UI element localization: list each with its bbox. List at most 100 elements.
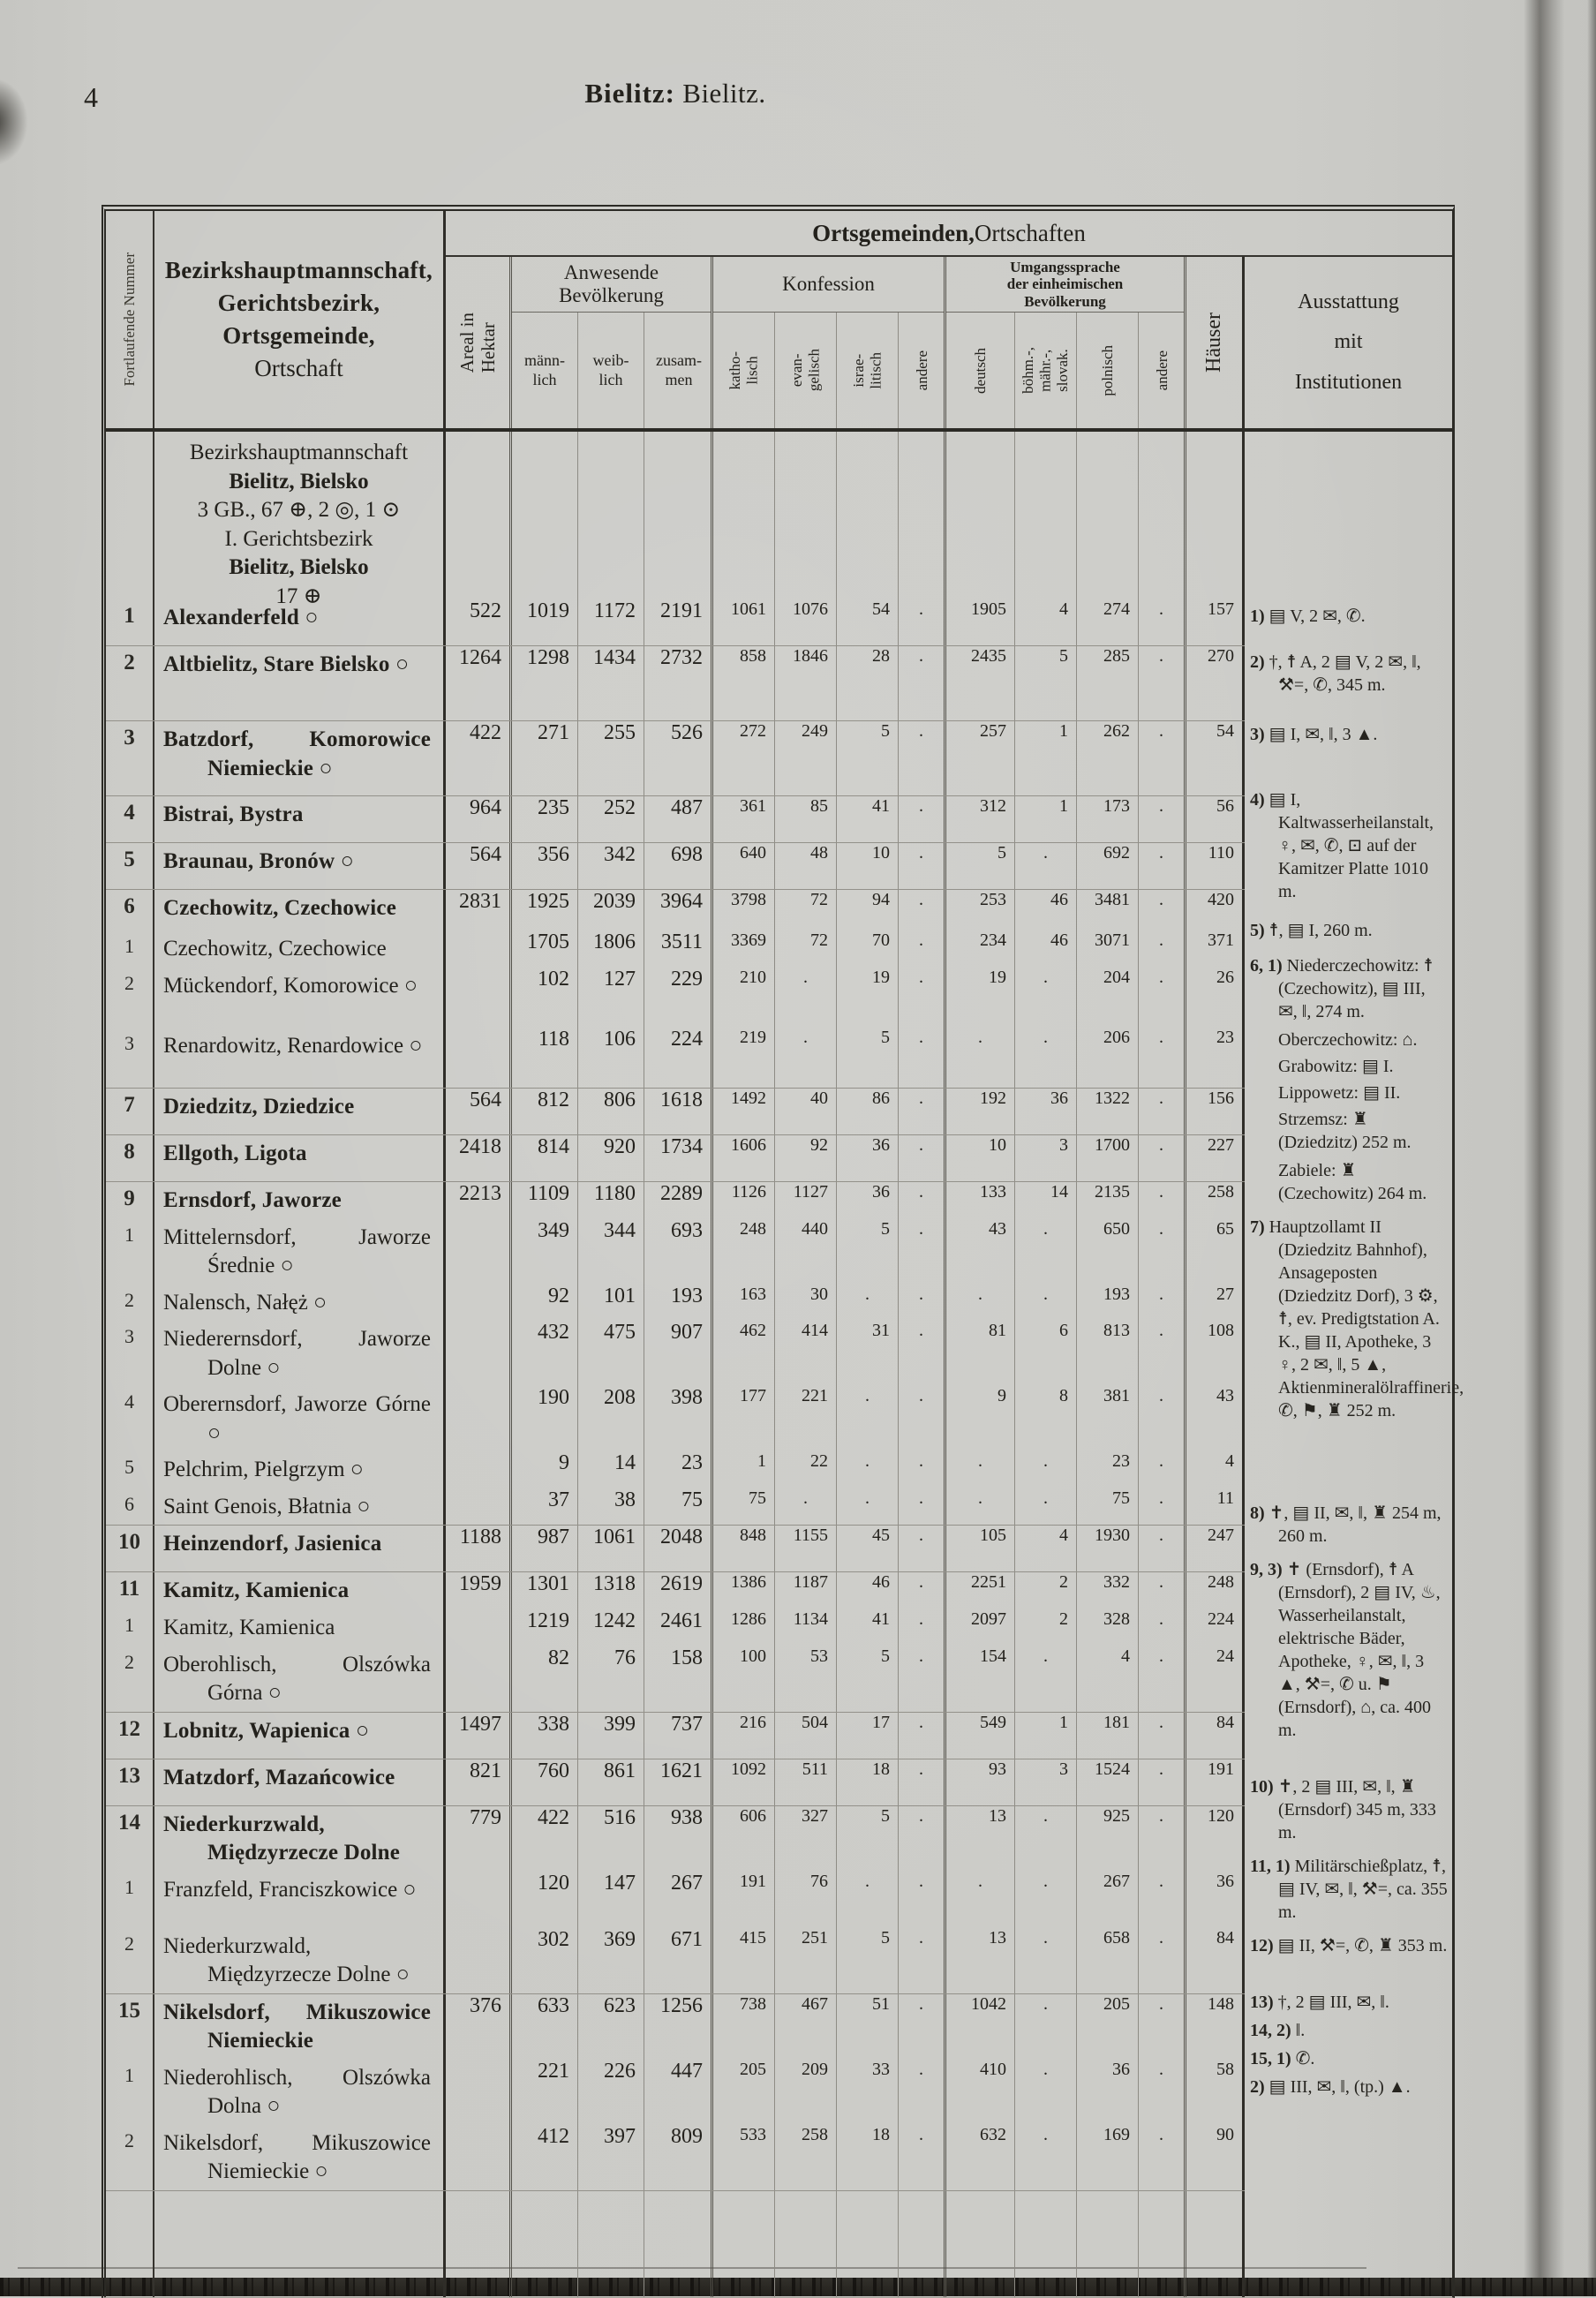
- row-place-name: Dziedzitz, Dziedzice: [154, 1088, 446, 1134]
- intro-bezirkshauptmannschaft: Bezirkshauptmannschaft: [189, 441, 409, 464]
- cell-german: 13: [946, 1805, 1015, 1872]
- cell-other-language: .: [1139, 1871, 1186, 1928]
- cell-bohemian: 1: [1015, 721, 1077, 795]
- cell-female: 101: [578, 1284, 644, 1321]
- note-label: 13): [1250, 1993, 1274, 2012]
- cell-protestant: .: [775, 967, 837, 1028]
- note-text: †, 2 ▤ III, ✉, ‖.: [1273, 1993, 1389, 2012]
- cell-german: 1905: [946, 599, 1015, 645]
- cell-areal: [446, 1646, 512, 1712]
- note-text: ▤ I, Kaltwasserheilanstalt, ♀, ✉, ✆, ⊡ a…: [1264, 790, 1434, 901]
- cell-male: 92: [512, 1284, 578, 1321]
- cell-polish: 332: [1077, 1572, 1139, 1609]
- table-row: 2 Nalensch, Nałęż ○ 92 101 193 163 30 . …: [106, 1284, 1245, 1321]
- cell-german: 10: [946, 1134, 1015, 1181]
- row-number: 2: [106, 1646, 154, 1712]
- row-place-name: Czechowitz, Czechowice: [154, 931, 446, 968]
- col-header-polish: polnisch: [1077, 313, 1139, 428]
- cell-other-confession: .: [899, 1805, 946, 1872]
- cell-other-language: .: [1139, 1712, 1186, 1759]
- cell-polish: 169: [1077, 2124, 1139, 2190]
- row-number: 2: [106, 967, 154, 1028]
- row-place-name: Nalensch, Nałęż ○: [154, 1284, 446, 1321]
- institution-note: 7) Hauptzollamt II (Dziedzitz Bahnhof), …: [1245, 1216, 1464, 1422]
- cell-catholic: 1126: [713, 1181, 775, 1219]
- cell-catholic: 1: [713, 1451, 775, 1488]
- cell-total: 809: [644, 2124, 713, 2190]
- cell-female: 76: [578, 1646, 644, 1712]
- note-text: ☨, ▤ I, 260 m.: [1264, 921, 1373, 940]
- title-district: Bielitz:: [584, 78, 676, 109]
- row-place-name: Niederohlisch, Olszówka Dolna ○: [154, 2059, 446, 2125]
- cell-total: 2048: [644, 1526, 713, 1571]
- institution-note: 15, 1) ✆.: [1245, 2047, 1452, 2070]
- cell-german: .: [946, 1027, 1015, 1088]
- row-place-name: Alexanderfeld ○: [154, 599, 446, 645]
- row-place-name: Niederernsdorf, Jaworze Dolne ○: [154, 1321, 446, 1386]
- cell-total: 671: [644, 1927, 713, 1993]
- cell-protestant: 76: [775, 1871, 837, 1928]
- cell-other-language: .: [1139, 796, 1186, 842]
- row-place-name: Bistrai, Bystra: [154, 796, 446, 842]
- cell-houses: 156: [1186, 1088, 1245, 1134]
- cell-polish: 75: [1077, 1488, 1139, 1525]
- cell-female: 861: [578, 1759, 644, 1805]
- running-number-label: Fortlaufende Nummer: [120, 252, 138, 387]
- table-row: 1 Mittelernsdorf, Jaworze Średnie ○ 349 …: [106, 1218, 1245, 1285]
- cell-areal: 1959: [446, 1572, 512, 1609]
- institution-note: 2) ▤ III, ✉, ‖, (tp.) ▲.: [1245, 2076, 1452, 2098]
- language-group-title: Umgangssprache der einheimischen Bevölke…: [946, 257, 1184, 313]
- header-ortschaft: Ortschaft: [254, 355, 343, 381]
- cell-german: .: [946, 1451, 1015, 1488]
- row-number: 2: [106, 2124, 154, 2190]
- cell-catholic: 1386: [713, 1572, 775, 1609]
- cell-german: 312: [946, 796, 1015, 842]
- cell-jewish: 94: [837, 890, 899, 931]
- cell-catholic: 738: [713, 1993, 775, 2060]
- cell-catholic: 177: [713, 1386, 775, 1451]
- cell-catholic: 1606: [713, 1134, 775, 1181]
- cell-polish: 262: [1077, 721, 1139, 795]
- col-header-total: zusam- men: [656, 350, 702, 388]
- cell-catholic: 163: [713, 1284, 775, 1321]
- cell-polish: 3071: [1077, 931, 1139, 968]
- note-label: 12): [1250, 1936, 1274, 1955]
- cell-other-confession: .: [899, 1609, 946, 1646]
- cell-total: 2461: [644, 1609, 713, 1646]
- cell-other-language: .: [1139, 1805, 1186, 1872]
- cell-areal: 376: [446, 1993, 512, 2060]
- table-row: 11 Kamitz, Kamienica 1959 1301 1318 2619…: [106, 1571, 1245, 1609]
- cell-bohemian: .: [1015, 2124, 1077, 2190]
- title-court-district: Bielitz.: [682, 78, 766, 109]
- cell-areal: 422: [446, 721, 512, 795]
- row-place-name: Franzfeld, Franciszkowice ○: [154, 1871, 446, 1928]
- note-label: 5): [1250, 921, 1265, 940]
- cell-polish: 193: [1077, 1284, 1139, 1321]
- cell-male: 37: [512, 1488, 578, 1525]
- table-row: 1 Kamitz, Kamienica 1219 1242 2461 1286 …: [106, 1609, 1245, 1646]
- cell-male: 82: [512, 1646, 578, 1712]
- col-header-running-number: Fortlaufende Nummer: [106, 211, 154, 428]
- cell-areal: 1188: [446, 1526, 512, 1571]
- col-header-female: weib- lich: [578, 313, 644, 428]
- scan-artifact-line: [18, 2267, 1366, 2269]
- header-ortschaften: Ortschaften: [974, 219, 1086, 246]
- cell-german: 154: [946, 1646, 1015, 1712]
- cell-other-language: .: [1139, 1488, 1186, 1525]
- cell-protestant: 327: [775, 1805, 837, 1872]
- cell-jewish: 5: [837, 1027, 899, 1088]
- col-header-place-names: Bezirkshauptmannschaft, Gerichtsbezirk, …: [154, 211, 446, 428]
- cell-german: 253: [946, 890, 1015, 931]
- row-place-name: Renardowitz, Renardowice ○: [154, 1027, 446, 1088]
- cell-jewish: 51: [837, 1993, 899, 2060]
- cell-catholic: 219: [713, 1027, 775, 1088]
- cell-german: 2251: [946, 1572, 1015, 1609]
- note-text: ✝ (Ernsdorf), ☨ A (Ernsdorf), 2 ▤ IV, ♨,…: [1278, 1560, 1441, 1740]
- cell-other-confession: .: [899, 890, 946, 931]
- cell-bohemian: 1: [1015, 1712, 1077, 1759]
- page-number: 4: [84, 81, 98, 113]
- table-row: 2 Oberohlisch, Olszówka Górna ○ 82 76 15…: [106, 1646, 1245, 1712]
- cell-other-confession: .: [899, 796, 946, 842]
- cell-other-confession: .: [899, 1646, 946, 1712]
